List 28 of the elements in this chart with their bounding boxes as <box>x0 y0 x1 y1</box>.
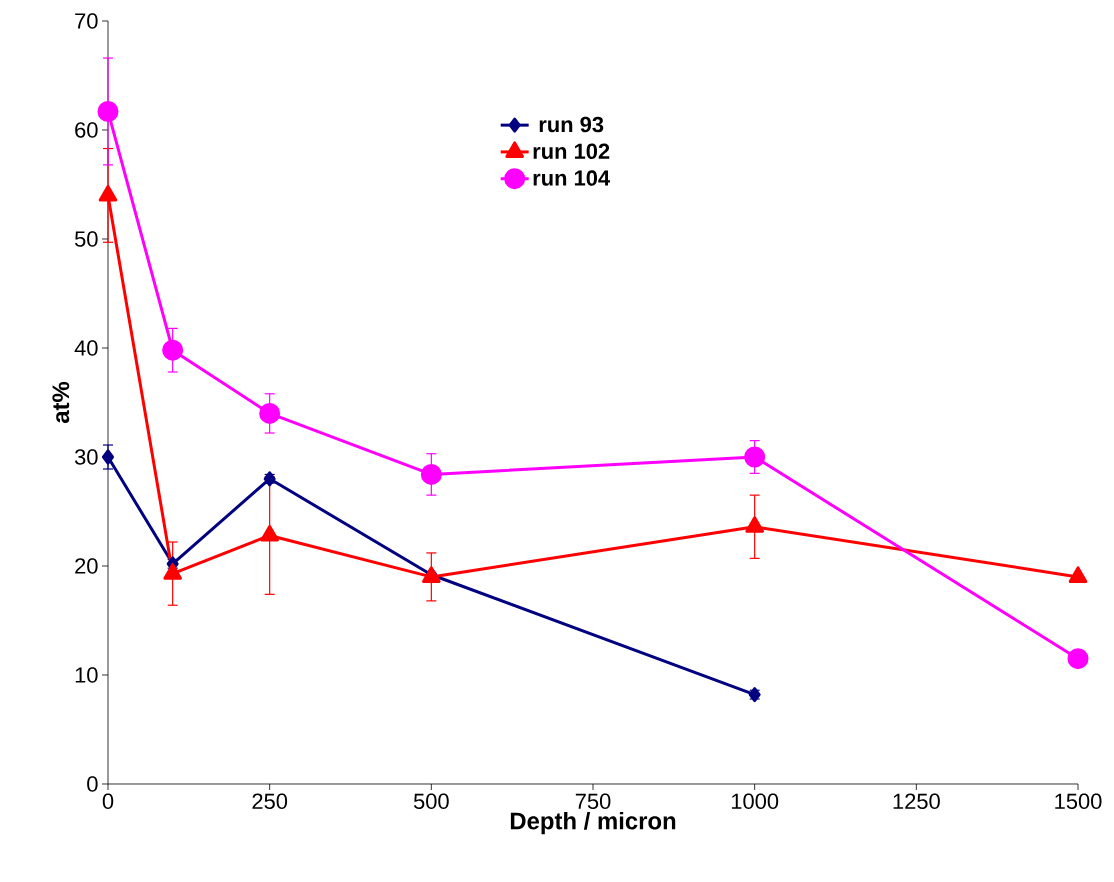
point <box>420 463 442 485</box>
x-tick-label: 1250 <box>893 793 940 810</box>
point <box>98 184 118 202</box>
point <box>1067 648 1089 670</box>
y-tick-label: 10 <box>75 667 98 683</box>
point <box>162 339 184 361</box>
x-axis-title: Depth / micron <box>510 811 676 835</box>
x-tick-label: 250 <box>252 793 288 810</box>
y-tick-label: 20 <box>75 558 98 574</box>
legend-label: run 104 <box>533 170 611 186</box>
y-tick-label: 0 <box>87 776 98 792</box>
point <box>744 446 766 468</box>
x-tick-label: 0 <box>102 793 114 810</box>
y-tick-label: 40 <box>74 340 98 356</box>
y-tick-label: 60 <box>75 122 98 138</box>
x-tick-label: 750 <box>575 793 611 810</box>
y-axis-title: at% <box>52 381 70 424</box>
y-tick-label: 30 <box>74 449 98 465</box>
y-tick-label: 70 <box>75 13 98 29</box>
y-tick-label: 50 <box>74 231 98 247</box>
x-tick-label: 1000 <box>731 793 779 810</box>
legend-label: run 102 <box>533 143 610 160</box>
point <box>259 402 281 424</box>
point <box>102 449 114 465</box>
x-tick-label: 1500 <box>1055 793 1102 810</box>
x-tick-label: 500 <box>413 793 449 810</box>
point <box>97 100 119 122</box>
legend-label: run 93 <box>539 116 604 133</box>
